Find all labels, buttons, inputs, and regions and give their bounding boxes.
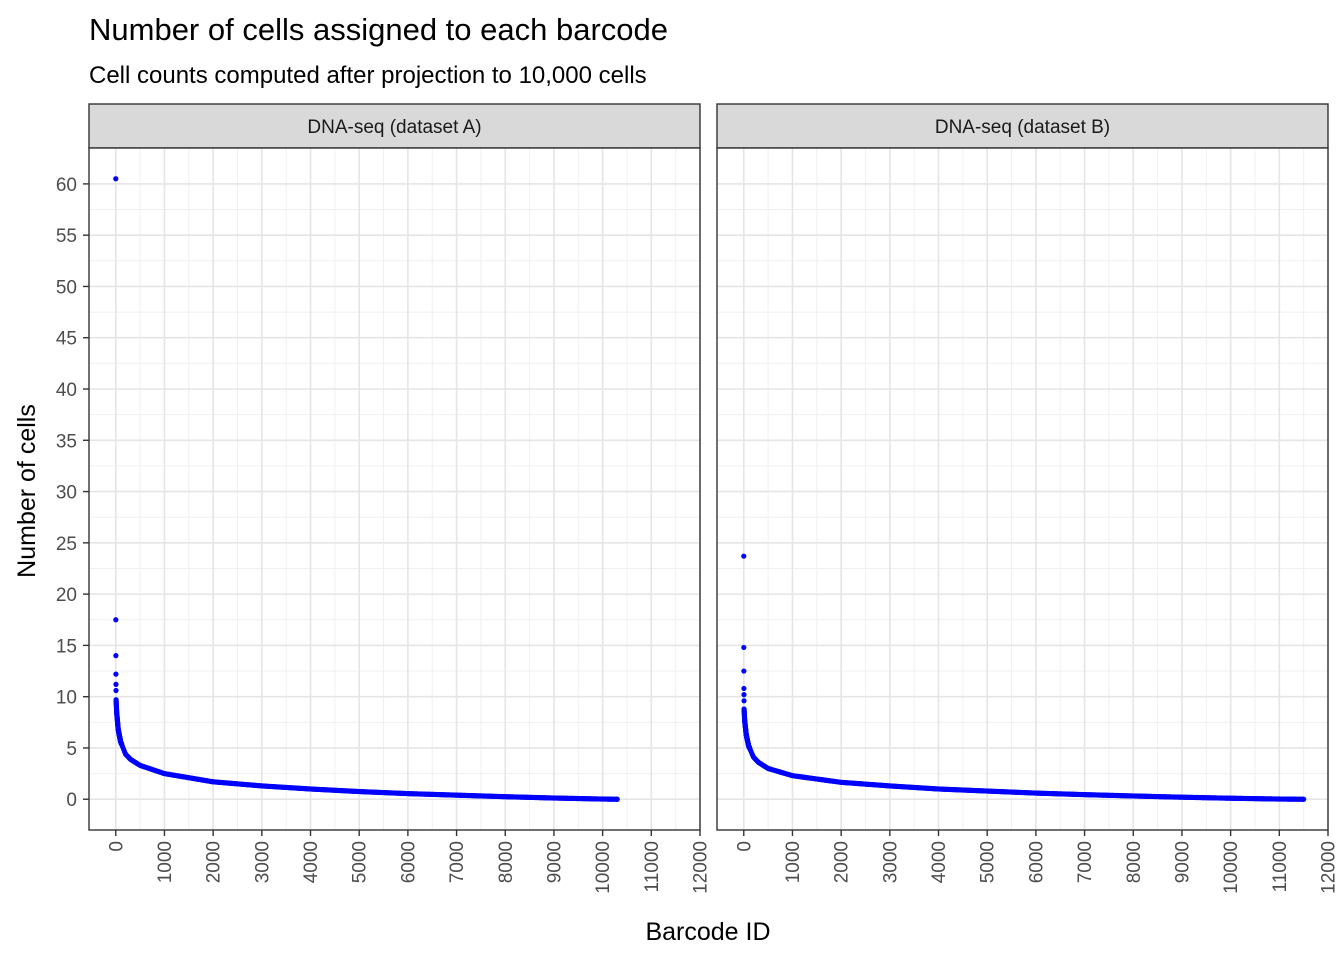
x-tick-label: 9000: [544, 841, 565, 883]
data-point-outlier: [113, 672, 118, 677]
data-point-outlier: [741, 668, 746, 673]
x-tick-label: 7000: [447, 841, 468, 883]
y-tick-label: 50: [56, 277, 77, 298]
data-point: [615, 797, 620, 802]
x-tick-label: 6000: [398, 841, 419, 883]
x-tick-label: 5000: [350, 841, 371, 883]
data-point-outlier: [741, 698, 746, 703]
data-point-outlier: [741, 686, 746, 691]
data-point-outlier: [113, 682, 118, 687]
x-tick-label: 6000: [1026, 841, 1047, 883]
y-axis-ticks: 0 5 10 15 20 25 30 35 40 45 50 55 60: [56, 175, 89, 811]
x-tick-label: 12000: [691, 841, 712, 894]
x-tick-label: 9000: [1172, 841, 1193, 883]
chart-subtitle: Cell counts computed after projection to…: [89, 62, 647, 89]
x-tick-label: 0: [734, 841, 755, 852]
panel-background: [89, 148, 700, 830]
y-tick-label: 40: [56, 380, 77, 401]
x-tick-label: 2000: [204, 841, 225, 883]
y-tick-label: 30: [56, 483, 77, 504]
data-point-outlier: [113, 617, 118, 622]
x-tick-label: 7000: [1075, 841, 1096, 883]
x-tick-label: 4000: [929, 841, 950, 883]
y-tick-label: 55: [56, 226, 77, 247]
y-tick-label: 60: [56, 175, 77, 196]
panel-a-strip-label: DNA-seq (dataset A): [307, 117, 481, 138]
y-tick-label: 20: [56, 585, 77, 606]
panel-a-plot: 0 1000 2000 3000 4000 5000 6000 7000 8000 9000 100…: [89, 148, 712, 894]
y-tick-label: 25: [56, 534, 77, 555]
data-point-outlier: [741, 692, 746, 697]
x-tick-label: 3000: [252, 841, 273, 883]
x-tick-label: 10000: [593, 841, 614, 894]
y-axis-title: Number of cells: [13, 404, 41, 578]
data-point-outlier: [113, 176, 118, 181]
x-tick-label: 11000: [1270, 841, 1291, 892]
y-tick-label: 0: [66, 790, 77, 811]
x-tick-label: 12000: [1319, 841, 1340, 894]
x-tick-label: 5000: [978, 841, 999, 883]
x-tick-label: 11000: [642, 841, 663, 892]
x-tick-label: 4000: [301, 841, 322, 883]
x-tick-label: 0: [106, 841, 127, 852]
x-axis-title: Barcode ID: [645, 918, 770, 946]
chart-title: Number of cells assigned to each barcode: [89, 12, 668, 47]
data-point: [1301, 797, 1306, 802]
data-point-outlier: [741, 645, 746, 650]
y-tick-label: 45: [56, 329, 77, 350]
data-point-outlier: [113, 688, 118, 693]
x-tick-label: 10000: [1221, 841, 1242, 894]
x-tick-label: 1000: [155, 841, 176, 883]
x-tick-label: 3000: [880, 841, 901, 883]
x-tick-label: 1000: [783, 841, 804, 883]
y-tick-label: 10: [56, 688, 77, 709]
panel-background: [717, 148, 1328, 830]
panel-b: DNA-seq (dataset B) 0 1000 2000 3000 4000 500…: [717, 104, 1340, 894]
x-tick-label: 8000: [496, 841, 517, 883]
data-point-outlier: [113, 653, 118, 658]
panel-b-plot: 0 1000 2000 3000 4000 5000 6000 7000 8000 9000 100…: [717, 148, 1340, 894]
y-tick-label: 5: [66, 739, 77, 760]
x-tick-label: 8000: [1124, 841, 1145, 883]
panel-a: DNA-seq (dataset A) 0 1000 2000 3000 4000 500…: [89, 104, 712, 894]
y-tick-label: 15: [56, 636, 77, 657]
panel-b-strip-label: DNA-seq (dataset B): [935, 117, 1110, 138]
y-tick-label: 35: [56, 431, 77, 452]
x-tick-label: 2000: [832, 841, 853, 883]
data-point-outlier: [741, 554, 746, 559]
